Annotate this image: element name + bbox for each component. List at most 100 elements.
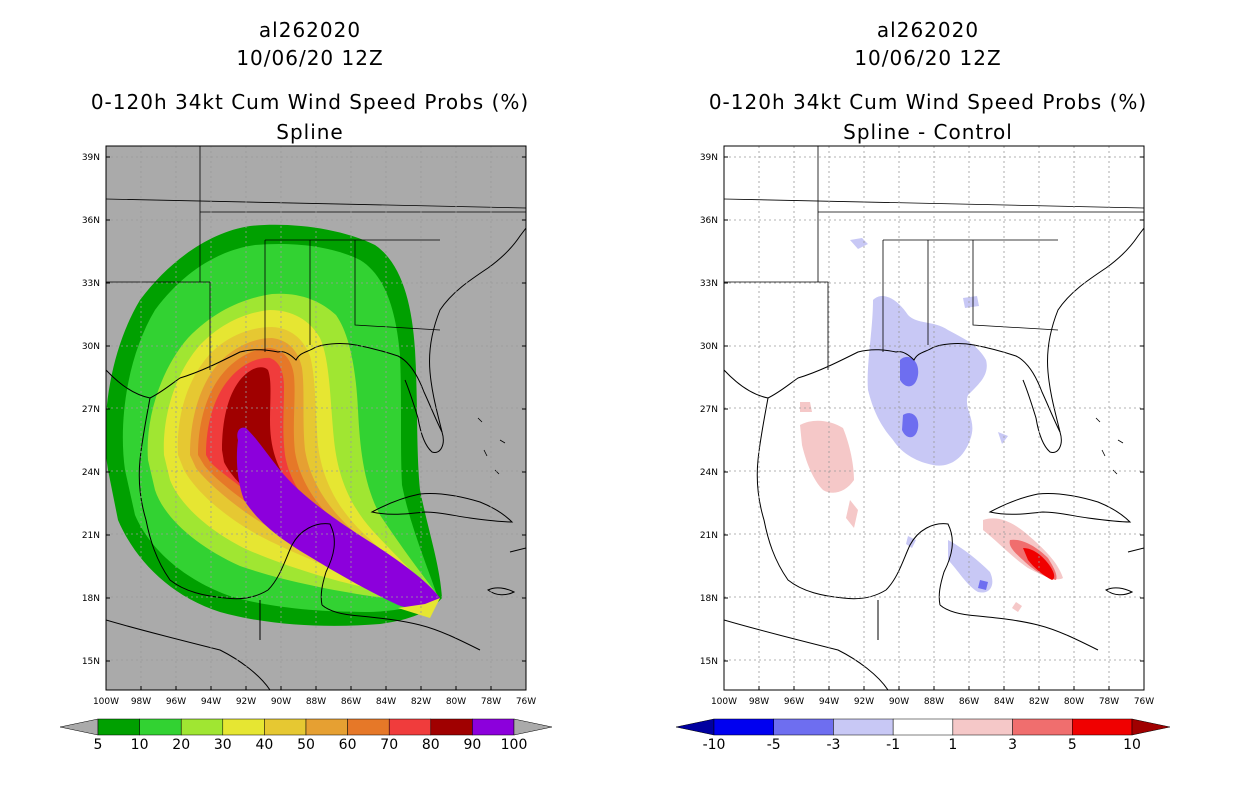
right-lon-label: 82W (1029, 697, 1049, 707)
left-lat-label: 27N (82, 405, 100, 415)
left-colorbar-label: 80 (422, 737, 440, 753)
prob-90-contour (236, 427, 440, 608)
right-colorbar-swatch (952, 718, 1013, 736)
left-colorbar-swatch (264, 718, 307, 736)
left-lat-label: 24N (82, 468, 100, 478)
left-colorbar-swatch (388, 718, 432, 736)
right-lat-label: 36N (700, 216, 718, 226)
left-colorbar-label: 40 (255, 737, 273, 753)
left-lon-label: 96W (166, 697, 186, 707)
left-lat-label: 39N (82, 153, 100, 163)
right-lon-label: 96W (784, 697, 804, 707)
left-product-title: 0-120h 34kt Cum Wind Speed Probs (%) (90, 90, 530, 114)
diff-negative-core (900, 356, 919, 438)
right-lat-label: 24N (700, 468, 718, 478)
left-colorbar-swatch (305, 718, 348, 736)
right-lat-label: 33N (700, 279, 718, 289)
right-lon-label: 88W (924, 697, 944, 707)
left-lon-label: 80W (446, 697, 466, 707)
diff-positive-east (983, 518, 1063, 612)
right-colorbar-label: -10 (703, 737, 726, 753)
right-colorbar-label: 1 (948, 737, 957, 753)
right-map (723, 145, 1145, 691)
right-colorbar-label: -3 (826, 737, 840, 753)
right-lon-label: 92W (854, 697, 874, 707)
right-lon-label: 98W (749, 697, 769, 707)
left-lon-label: 88W (306, 697, 326, 707)
left-lat-label: 30N (82, 342, 100, 352)
right-colorbar-label: 5 (1068, 737, 1077, 753)
left-colorbar-label: 100 (501, 737, 528, 753)
right-lon-label: 80W (1064, 697, 1084, 707)
left-lon-label: 82W (411, 697, 431, 707)
right-colorbar-label: 3 (1008, 737, 1017, 753)
right-colorbar-label: 10 (1123, 737, 1141, 753)
right-lon-label: 78W (1099, 697, 1119, 707)
left-lat-label: 36N (82, 216, 100, 226)
left-lon-label: 92W (236, 697, 256, 707)
right-lon-label: 76W (1134, 697, 1154, 707)
left-lon-label: 90W (271, 697, 291, 707)
left-colorbar-swatch (347, 718, 390, 736)
left-lat-label: 33N (82, 279, 100, 289)
left-storm-id: al262020 (258, 18, 362, 42)
right-subtitle: Spline - Control (843, 120, 1013, 144)
left-colorbar: 5 10 20 30 40 50 60 70 80 90 100 (59, 718, 553, 753)
right-lat-label: 27N (700, 405, 718, 415)
right-colorbar-swatch (713, 718, 774, 736)
right-colorbar-swatch (892, 718, 954, 736)
right-axes: 39N 36N 33N 30N 27N 24N 21N 18N 15N 100W 98W 96W 94W… (700, 153, 1154, 707)
right-lon-label: 86W (959, 697, 979, 707)
left-colorbar-over-arrow (513, 718, 553, 736)
right-colorbar-over-arrow (1131, 718, 1171, 736)
left-colorbar-swatch (222, 718, 265, 736)
left-colorbar-label: 90 (463, 737, 481, 753)
right-colorbar-swatch (773, 718, 834, 736)
left-colorbar-label: 5 (94, 737, 103, 753)
right-lon-label: 90W (889, 697, 909, 707)
left-lat-label: 21N (82, 531, 100, 541)
left-lon-label: 100W (93, 697, 119, 707)
left-colorbar-swatch (97, 718, 140, 736)
right-colorbar-under-arrow (675, 718, 715, 736)
right-colorbar-label: -1 (886, 737, 900, 753)
left-map (105, 145, 527, 691)
left-lon-label: 98W (131, 697, 151, 707)
left-lat-label: 15N (82, 657, 100, 667)
left-colorbar-label: 60 (339, 737, 357, 753)
left-lon-label: 86W (341, 697, 361, 707)
left-colorbar-label: 50 (297, 737, 315, 753)
left-lon-label: 94W (201, 697, 221, 707)
left-lat-label: 18N (82, 594, 100, 604)
diff-positive-west (800, 402, 858, 528)
left-colorbar-swatch (180, 718, 224, 736)
right-lon-label: 84W (994, 697, 1014, 707)
left-colorbar-label: 70 (380, 737, 398, 753)
right-lat-label: 21N (700, 531, 718, 541)
left-colorbar-label: 10 (131, 737, 149, 753)
right-lat-label: 39N (700, 153, 718, 163)
track-tip (398, 598, 440, 618)
right-product-title: 0-120h 34kt Cum Wind Speed Probs (%) (708, 90, 1148, 114)
diff-negative-large-area (867, 295, 987, 466)
left-colorbar-swatch (472, 718, 515, 736)
right-lat-label: 30N (700, 342, 718, 352)
diff-negative-core-small (978, 580, 988, 590)
left-colorbar-swatch (139, 718, 182, 736)
right-datetime: 10/06/20 12Z (854, 46, 1002, 70)
right-colorbar-label: -5 (767, 737, 781, 753)
left-axes: 39N 36N 33N 30N 27N 24N 21N 18N 15N 100W 98W 96W 94W… (82, 153, 536, 707)
left-datetime: 10/06/20 12Z (236, 46, 384, 70)
diff-positive-max (1023, 548, 1055, 580)
left-colorbar-label: 20 (172, 737, 190, 753)
left-subtitle: Spline (276, 120, 344, 144)
left-colorbar-label: 30 (214, 737, 232, 753)
left-lon-label: 84W (376, 697, 396, 707)
right-lat-label: 15N (700, 657, 718, 667)
left-lon-label: 78W (481, 697, 501, 707)
right-colorbar: -10 -5 -3 -1 1 3 5 10 (675, 718, 1171, 753)
right-storm-id: al262020 (876, 18, 980, 42)
right-lon-label: 100W (711, 697, 737, 707)
right-colorbar-swatch (833, 718, 894, 736)
